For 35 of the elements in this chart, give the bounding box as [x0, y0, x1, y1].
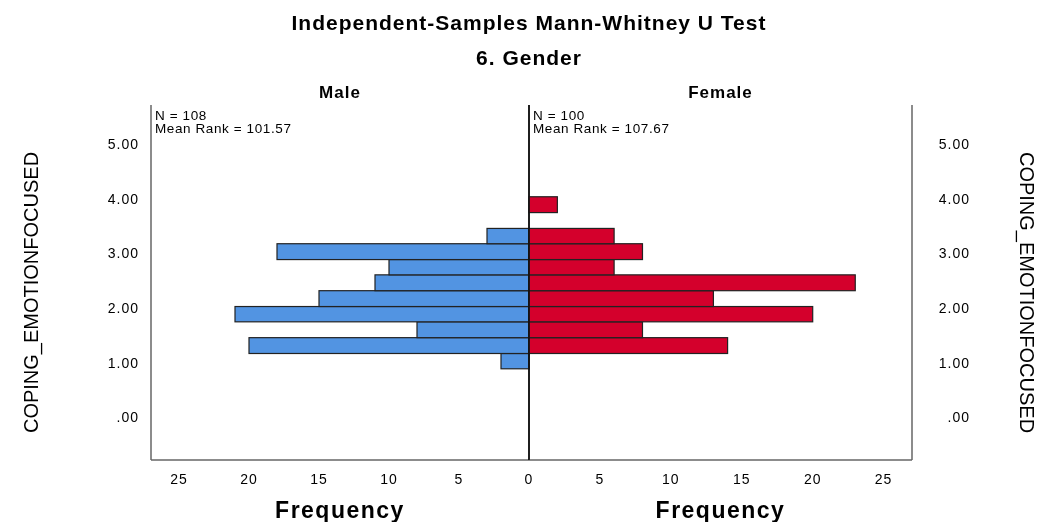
y-tick-label: 3.00	[107, 245, 139, 262]
x-tick-label: 10	[380, 471, 398, 487]
y-tick-label: .00	[116, 409, 139, 426]
y-tick-label: 3.00	[938, 245, 970, 262]
x-tick-label: 25	[874, 471, 893, 487]
x-tick-label: 20	[240, 471, 258, 487]
x-tick-label: 15	[310, 471, 328, 487]
x-tick-label: 25	[170, 471, 188, 487]
x-axis-title: Frequency	[275, 497, 405, 522]
x-axis-title: Frequency	[655, 497, 786, 522]
y-tick-label: .00	[947, 409, 970, 426]
chart-subtitle: 6. Gender	[476, 46, 582, 69]
x-tick-label: 5	[454, 471, 464, 487]
y-axis-title: COPING_EMOTIONFOCUSED	[1015, 151, 1038, 434]
annotation: Mean Rank = 107.67	[533, 121, 670, 136]
y-tick-label: 5.00	[938, 136, 970, 153]
y-tick-label: 2.00	[107, 300, 139, 317]
y-axis-title: COPING_EMOTIONFOCUSED	[20, 151, 43, 434]
chart-title: Independent-Samples Mann-Whitney U Test	[291, 11, 767, 34]
x-tick-label: 5	[595, 471, 605, 487]
y-tick-label: 4.00	[107, 190, 139, 207]
y-tick-label: 2.00	[938, 300, 970, 317]
annotation: N = 100	[533, 108, 585, 123]
y-tick-label: 1.00	[938, 354, 970, 371]
x-tick-label: 10	[662, 471, 680, 487]
annotation: Mean Rank = 101.57	[155, 121, 292, 136]
x-tick-label: 15	[732, 471, 751, 487]
y-tick-label: 1.00	[107, 354, 139, 371]
x-tick-label: 20	[803, 471, 822, 487]
annotation: N = 108	[155, 108, 207, 123]
y-tick-label: 5.00	[107, 136, 139, 153]
y-tick-label: 4.00	[938, 190, 970, 207]
x-tick-label: 0	[524, 471, 534, 487]
text: Male	[319, 83, 361, 102]
text: Female	[688, 83, 753, 102]
